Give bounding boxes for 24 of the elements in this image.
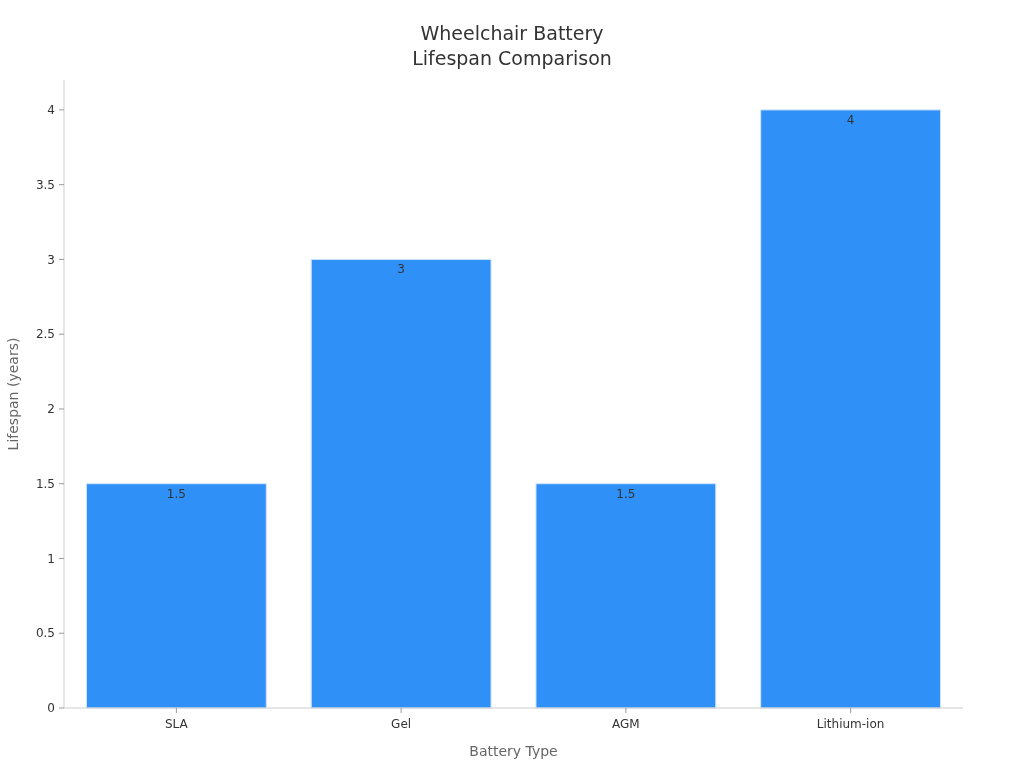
y-tick-label: 1.5 bbox=[35, 476, 55, 491]
y-tick-label: 3.5 bbox=[35, 177, 55, 192]
bar bbox=[760, 109, 942, 709]
y-axis-title: Lifespan (years) bbox=[5, 337, 21, 451]
x-tick-label: Lithium-ion bbox=[816, 717, 885, 731]
data-label: 1.5 bbox=[166, 486, 186, 501]
y-tick-label: 0 bbox=[47, 701, 55, 716]
bar bbox=[85, 483, 267, 709]
y-tick-label: 3 bbox=[47, 252, 55, 267]
y-tick-label: 2 bbox=[47, 402, 55, 417]
bar bbox=[535, 483, 717, 709]
y-tick-label: 0.5 bbox=[35, 626, 55, 641]
x-tick-label: Gel bbox=[391, 717, 412, 731]
bar bbox=[310, 258, 492, 709]
data-label: 3 bbox=[397, 262, 405, 277]
y-tick-label: 1 bbox=[47, 551, 55, 566]
x-tick-label: SLA bbox=[164, 717, 189, 731]
x-axis-title: Battery Type bbox=[469, 743, 558, 759]
data-label: 4 bbox=[846, 112, 855, 127]
chart-title: Wheelchair Battery Lifespan Comparison bbox=[412, 22, 612, 69]
y-tick-label: 4 bbox=[47, 103, 55, 118]
y-tick-label: 2.5 bbox=[35, 327, 55, 342]
data-label: 1.5 bbox=[616, 486, 636, 501]
x-tick-label: AGM bbox=[612, 717, 640, 731]
